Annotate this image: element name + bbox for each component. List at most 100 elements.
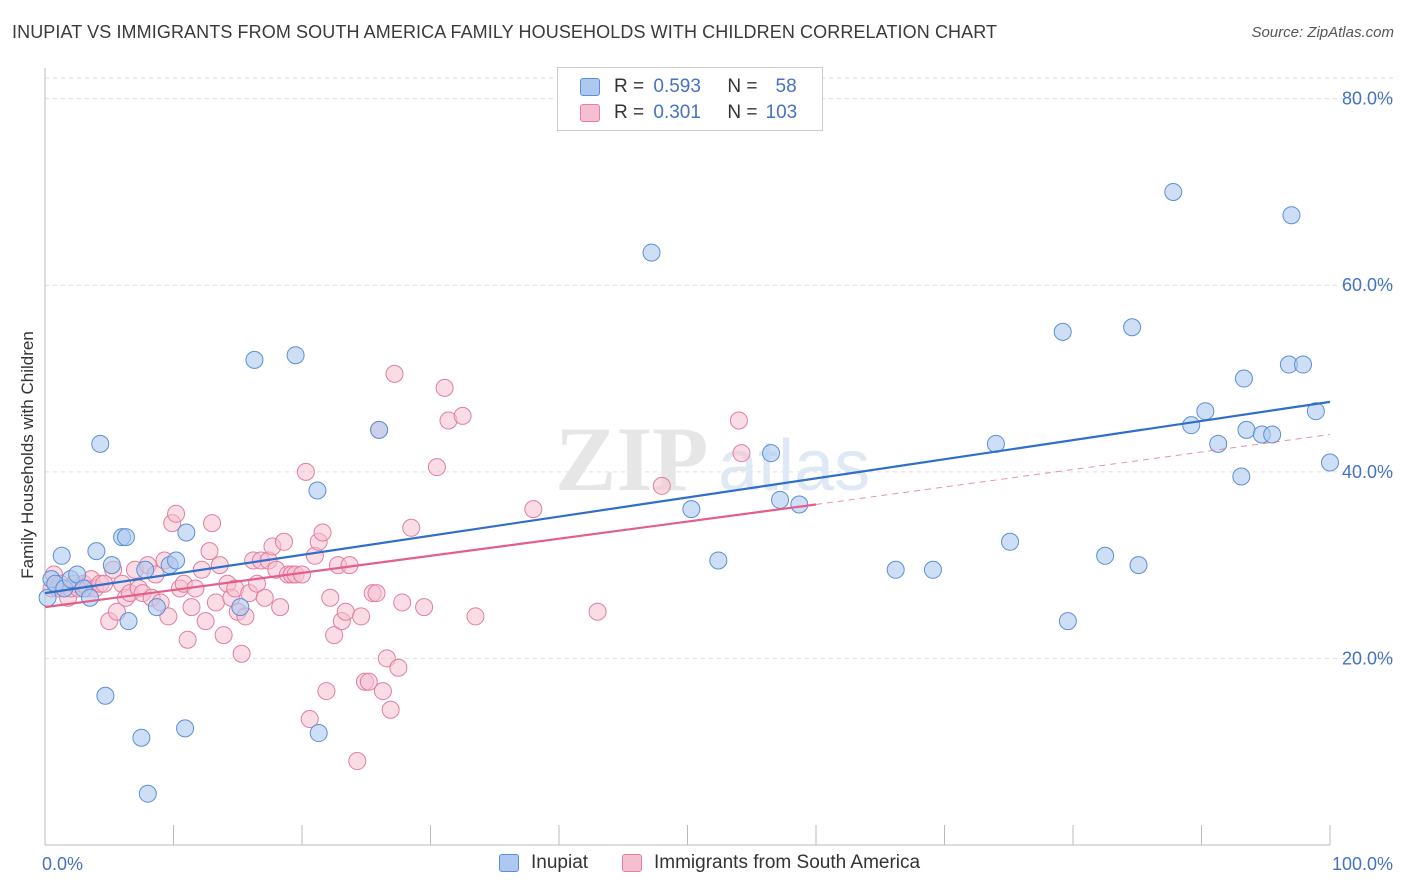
inupiat-point [1282,206,1301,225]
legend-item-immigrants[interactable]: Immigrants from South America [622,852,920,874]
imm-point [275,532,294,551]
inupiat-point [176,719,195,738]
imm-point [588,602,607,621]
inupiat-point [370,420,389,439]
imm-point [385,364,404,383]
imm-point [352,607,371,626]
inupiat-point [138,784,157,803]
inupiat-point [771,490,790,509]
inupiat-point [886,560,905,579]
inupiat-point [52,546,71,565]
inupiat-point [1321,453,1339,472]
inupiat-point [116,528,135,547]
inupiat-point [1234,369,1253,388]
imm-point [271,598,290,617]
imm-point [359,672,378,691]
imm-point [325,626,344,645]
imm-point [313,523,332,542]
imm-point [729,411,748,430]
inupiat-point [1001,532,1020,551]
legend-row-inupiat: R = 0.593 N = 58 [580,75,797,99]
imm-trendline [44,503,817,609]
inupiat-point [1294,355,1313,374]
y-tick-label: 20.0% [1342,648,1393,668]
source-label: Source: ZipAtlas.com [1251,24,1394,41]
imm-point [466,607,485,626]
inupiat-point [1232,467,1251,486]
inupiat-point [1123,318,1142,337]
imm-point [167,504,186,523]
inupiat-point [96,686,115,705]
inupiat-point [309,724,328,743]
r-label: R = [614,76,645,97]
inupiat-point [177,523,196,542]
inupiat-point [923,560,942,579]
inupiat-point [1164,182,1183,201]
inupiat-point [682,500,701,519]
inupiat-point [147,598,166,617]
x-tick-label: 100.0% [1332,854,1393,874]
inupiat-point [1209,434,1228,453]
inupiat-swatch [499,854,519,872]
imm-point [652,476,671,495]
imm-point [200,542,219,561]
imm-point [389,658,408,677]
y-tick-label: 40.0% [1342,462,1393,482]
imm-trendline-extension [815,434,1331,505]
imm-point [732,444,751,463]
immigrants-swatch [622,854,642,872]
axis-layer [44,68,1331,846]
imm-point [182,598,201,617]
inupiat-point [1096,546,1115,565]
inupiat-point [1306,402,1325,421]
inupiat-point [1182,416,1201,435]
imm-point [367,584,386,603]
r-value: 0.593 [653,76,701,97]
inupiat-points [38,182,1339,803]
imm-point [214,626,233,645]
legend-row-immigrants: R = 0.301 N = 103 [580,101,797,125]
inupiat-point [80,588,99,607]
inupiat-point [167,551,186,570]
inupiat-point [119,612,138,631]
inupiat-point [1053,322,1072,341]
r-label: R = [614,102,645,123]
imm-point [255,588,274,607]
legend-item-inupiat[interactable]: Inupiat [499,852,588,874]
imm-point [393,593,412,612]
watermark-atlas: atlas [718,426,870,506]
imm-point [296,462,315,481]
n-value: 103 [765,102,798,123]
inupiat-point [790,495,809,514]
inupiat-swatch [580,78,600,96]
legend-label: Inupiat [531,852,589,873]
trend-layer [44,400,1331,609]
imm-point [415,598,434,617]
imm-point [300,710,319,729]
imm-point [453,406,472,425]
inupiat-point [245,350,264,369]
imm-point [524,500,543,519]
imm-point [381,700,400,719]
immigrants-swatch [580,104,600,122]
r-value: 0.301 [653,102,701,123]
inupiat-point [91,434,110,453]
imm-point [196,612,215,631]
chart-title: INUPIAT VS IMMIGRANTS FROM SOUTH AMERICA… [12,22,998,42]
imm-point [348,752,367,771]
imm-point [402,518,421,537]
y-axis-label: Family Households with Children [18,331,37,579]
y-tick-label: 60.0% [1342,275,1393,295]
x-tick-label: 0.0% [42,854,83,874]
imm-point [336,602,355,621]
imm-point [435,378,454,397]
tick-labels: 20.0% 40.0% 60.0% 80.0% 0.0% 100.0% [42,89,1393,874]
n-label: N = [727,102,758,123]
inupiat-point [231,598,250,617]
inupiat-point [286,346,305,365]
n-value: 58 [775,76,797,97]
imm-point [203,514,222,533]
inupiat-point [1263,425,1282,444]
imm-point [427,458,446,477]
